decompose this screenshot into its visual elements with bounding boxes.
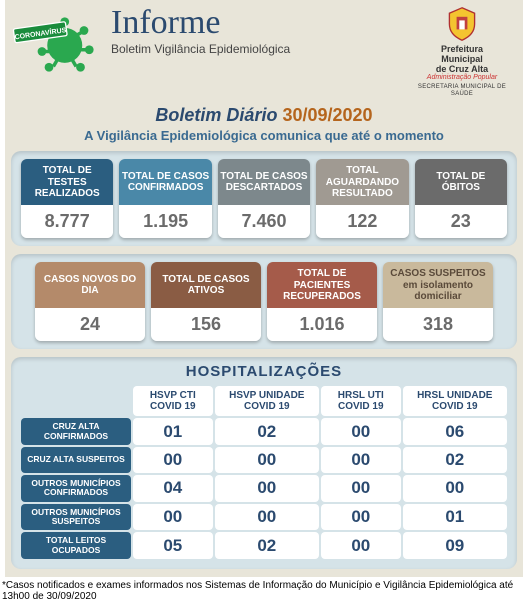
hosp-cell: 04 — [133, 475, 213, 502]
stat-card-value: 156 — [151, 308, 261, 341]
stat-card-label: TOTAL DE CASOS DESCARTADOS — [218, 159, 310, 205]
hosp-cell: 02 — [403, 447, 507, 473]
stat-card: TOTAL DE TESTES REALIZADOS8.777 — [21, 159, 113, 238]
informe-title: Informe — [111, 6, 401, 40]
boletim-date: 30/09/2020 — [282, 105, 372, 125]
hosp-cell: 01 — [133, 418, 213, 445]
hosp-cell: 00 — [215, 504, 319, 531]
coronavirus-icon: CORONAVÍRUS — [11, 6, 101, 76]
hosp-cell: 00 — [215, 447, 319, 473]
table-row: OUTROS MUNICÍPIOS SUSPEITOS00000001 — [21, 504, 507, 531]
stat-card-value: 8.777 — [21, 205, 113, 238]
hosp-cell: 00 — [403, 475, 507, 502]
header-subtitle: Boletim Vigilância Epidemiológica — [111, 42, 401, 56]
stat-card-value: 1.195 — [119, 205, 211, 238]
cards-row-2: CASOS NOVOS DO DIA24TOTAL DE CASOS ATIVO… — [21, 262, 507, 341]
stat-card-value: 23 — [415, 205, 507, 238]
hosp-cell: 00 — [215, 475, 319, 502]
boletim-title-line: Boletim Diário 30/09/2020 — [11, 105, 517, 126]
table-row: OUTROS MUNICÍPIOS CONFIRMADOS04000000 — [21, 475, 507, 502]
hosp-row-label: CRUZ ALTA SUSPEITOS — [21, 447, 131, 473]
stat-card: TOTAL DE CASOS CONFIRMADOS1.195 — [119, 159, 211, 238]
hosp-col-header: HRSL UNIDADE COVID 19 — [403, 386, 507, 416]
stat-card-label: CASOS SUSPEITOS em isolamento domiciliar — [383, 262, 493, 308]
crest-line4: Administração Popular — [407, 74, 517, 82]
hosp-cell: 00 — [321, 475, 401, 502]
stat-card-value: 318 — [383, 308, 493, 341]
hosp-cell: 02 — [215, 532, 319, 559]
stat-card-label: TOTAL DE TESTES REALIZADOS — [21, 159, 113, 205]
stat-card: TOTAL DE CASOS DESCARTADOS7.460 — [218, 159, 310, 238]
cards-panel-2: CASOS NOVOS DO DIA24TOTAL DE CASOS ATIVO… — [11, 254, 517, 349]
stat-card-label: TOTAL DE CASOS ATIVOS — [151, 262, 261, 308]
table-row: TOTAL LEITOS OCUPADOS05020009 — [21, 532, 507, 559]
stat-card-value: 7.460 — [218, 205, 310, 238]
stat-card-value: 122 — [316, 205, 408, 238]
hosp-corner — [21, 386, 131, 416]
hosp-cell: 00 — [133, 504, 213, 531]
stat-card-label: TOTAL DE PACIENTES RECUPERADOS — [267, 262, 377, 308]
bulletin-container: CORONAVÍRUS Informe Boletim Vigilância E… — [5, 0, 523, 577]
crest-line3: de Cruz Alta — [407, 65, 517, 75]
stat-card: TOTAL DE PACIENTES RECUPERADOS1.016 — [267, 262, 377, 341]
crest-icon — [444, 6, 480, 42]
hosp-cell: 00 — [321, 532, 401, 559]
stat-card-label: CASOS NOVOS DO DIA — [35, 262, 145, 308]
hosp-cell: 05 — [133, 532, 213, 559]
hosp-col-header: HRSL UTI COVID 19 — [321, 386, 401, 416]
stat-card-label: TOTAL DE ÓBITOS — [415, 159, 507, 205]
cards-panel-1: TOTAL DE TESTES REALIZADOS8.777TOTAL DE … — [11, 151, 517, 246]
boletim-label: Boletim Diário — [155, 105, 277, 125]
stat-card: TOTAL DE ÓBITOS23 — [415, 159, 507, 238]
hosp-cell: 00 — [133, 447, 213, 473]
hosp-row-label: OUTROS MUNICÍPIOS SUSPEITOS — [21, 504, 131, 531]
hospitalizations-panel: HOSPITALIZAÇÕES HSVP CTI COVID 19HSVP UN… — [11, 357, 517, 569]
stat-card-value: 24 — [35, 308, 145, 341]
boletim-comm: A Vigilância Epidemiológica comunica que… — [11, 128, 517, 143]
hosp-table: HSVP CTI COVID 19HSVP UNIDADE COVID 19HR… — [19, 384, 509, 561]
hosp-row-label: TOTAL LEITOS OCUPADOS — [21, 532, 131, 559]
table-row: CRUZ ALTA CONFIRMADOS01020006 — [21, 418, 507, 445]
hosp-cell: 00 — [321, 504, 401, 531]
hosp-row-label: CRUZ ALTA CONFIRMADOS — [21, 418, 131, 445]
stat-card-label: TOTAL DE CASOS CONFIRMADOS — [119, 159, 211, 205]
hosp-title: HOSPITALIZAÇÕES — [19, 363, 509, 380]
hosp-col-header: HSVP CTI COVID 19 — [133, 386, 213, 416]
stat-card: TOTAL AGUARDANDO RESULTADO122 — [316, 159, 408, 238]
stat-card: CASOS SUSPEITOS em isolamento domiciliar… — [383, 262, 493, 341]
hosp-cell: 00 — [321, 418, 401, 445]
stat-card: TOTAL DE CASOS ATIVOS156 — [151, 262, 261, 341]
stat-card-label: TOTAL AGUARDANDO RESULTADO — [316, 159, 408, 205]
crest-line5: SECRETARIA MUNICIPAL DE SAÚDE — [407, 84, 517, 97]
hosp-cell: 09 — [403, 532, 507, 559]
hosp-cell: 01 — [403, 504, 507, 531]
hosp-cell: 06 — [403, 418, 507, 445]
footnote: *Casos notificados e exames informados n… — [0, 577, 528, 602]
hosp-row-label: OUTROS MUNICÍPIOS CONFIRMADOS — [21, 475, 131, 502]
header-center: Informe Boletim Vigilância Epidemiológic… — [107, 6, 401, 56]
hosp-cell: 00 — [321, 447, 401, 473]
hosp-cell: 02 — [215, 418, 319, 445]
table-row: CRUZ ALTA SUSPEITOS00000002 — [21, 447, 507, 473]
header: CORONAVÍRUS Informe Boletim Vigilância E… — [11, 4, 517, 103]
hosp-col-header: HSVP UNIDADE COVID 19 — [215, 386, 319, 416]
cards-row-1: TOTAL DE TESTES REALIZADOS8.777TOTAL DE … — [21, 159, 507, 238]
stat-card: CASOS NOVOS DO DIA24 — [35, 262, 145, 341]
stat-card-value: 1.016 — [267, 308, 377, 341]
crest-block: Prefeitura Municipal de Cruz Alta Admini… — [407, 6, 517, 97]
